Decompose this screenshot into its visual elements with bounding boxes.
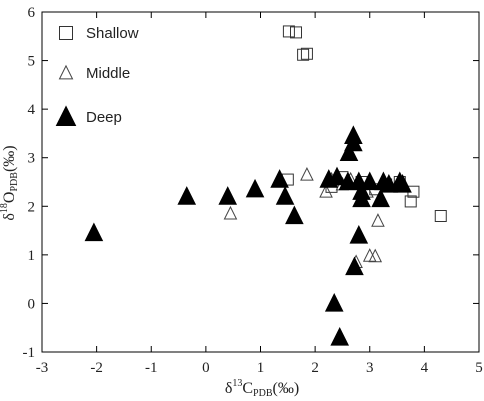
y-tick-label: 4 [28, 102, 36, 118]
data-points [84, 25, 447, 346]
x-tick-label: 2 [311, 360, 319, 376]
x-tick-label: -3 [36, 360, 49, 376]
deep-point [371, 188, 390, 208]
middle-point [368, 248, 383, 263]
y-axis-label: δ18OPDB(‰) [0, 145, 20, 220]
y-tick-label: 2 [28, 199, 36, 215]
x-tick-label: 1 [257, 360, 265, 376]
deep-point [84, 222, 104, 242]
y-tick-label: -1 [23, 345, 36, 361]
deep-point [360, 171, 380, 191]
x-axis-label: δ13CPDB(‰) [225, 378, 299, 399]
shallow-point [282, 25, 295, 38]
deep-point [324, 292, 344, 312]
deep-point [245, 178, 265, 198]
legend-marker-middle [58, 64, 74, 80]
x-tick-label: -2 [90, 360, 103, 376]
deep-point [285, 205, 304, 225]
deep-point [327, 166, 347, 186]
shallow-point [290, 26, 303, 39]
y-tick-label: 0 [28, 296, 36, 312]
deep-point [177, 186, 197, 205]
legend: Shallow Middle Deep [55, 25, 139, 127]
middle-point [362, 248, 377, 262]
axis-ticks: -3 -2 -1 0 1 2 3 4 5 -1 0 1 2 3 4 5 6 [23, 5, 483, 376]
legend-label-deep: Deep [86, 109, 122, 126]
y-tick-label: 5 [28, 54, 36, 70]
deep-point [339, 142, 359, 162]
x-tick-label: 0 [202, 360, 210, 376]
plot-frame [41, 11, 480, 353]
legend-label-shallow: Shallow [86, 25, 139, 42]
deep-point [393, 173, 412, 193]
deep-point [275, 186, 295, 205]
x-tick-label: 5 [475, 360, 483, 376]
x-tick-label: -1 [145, 360, 158, 376]
shallow-point [404, 195, 417, 208]
deep-point [330, 326, 350, 346]
deep-point [270, 169, 289, 188]
deep-point [345, 256, 364, 276]
middle-point [371, 213, 385, 227]
deep-point [344, 132, 363, 152]
deep-point [352, 188, 371, 208]
shallow-point [434, 210, 447, 222]
shallow-point [297, 48, 310, 61]
deep-point [218, 186, 238, 205]
middle-point [319, 183, 333, 198]
legend-label-middle: Middle [86, 65, 130, 82]
shallow-point [300, 47, 313, 60]
y-tick-label: 1 [28, 248, 36, 264]
middle-point [223, 205, 238, 220]
middle-point [300, 166, 314, 181]
x-tick-label: 4 [421, 360, 429, 376]
x-tick-label: 3 [366, 360, 374, 376]
y-tick-label: 6 [28, 5, 36, 21]
legend-marker-shallow [59, 26, 73, 40]
deep-point [349, 224, 369, 244]
y-tick-label: 3 [28, 151, 36, 167]
legend-marker-deep [55, 105, 77, 127]
